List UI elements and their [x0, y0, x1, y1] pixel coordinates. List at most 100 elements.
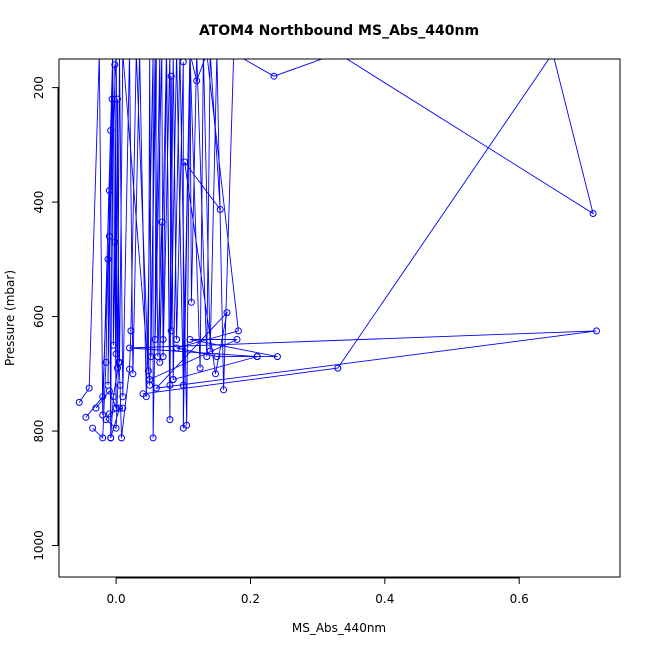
- data-point-1-27: [273, 353, 281, 361]
- data-point-2-37: [169, 376, 177, 383]
- data-point-3-2: [112, 404, 120, 412]
- data-point-3-10: [119, 404, 127, 412]
- data-point-2-13: [118, 434, 125, 442]
- data-point-2-3: [104, 255, 112, 263]
- data-point-2-14: [126, 365, 133, 373]
- data-point-2-8: [111, 238, 119, 246]
- y-axis: 200 400 600 800 1000: [32, 76, 59, 561]
- data-point-0-31: [206, 347, 214, 355]
- data-point-2-15: [127, 327, 135, 335]
- data-point-2-34: [173, 344, 181, 352]
- data-point-0-37: [589, 210, 597, 217]
- data-point-1-20: [181, 158, 189, 166]
- data-point-2-10: [114, 95, 121, 103]
- data-point-3-6: [115, 358, 123, 366]
- data-point-2-1: [99, 434, 107, 442]
- data-point-3-4: [107, 434, 115, 442]
- series-line-3: [95, 362, 123, 439]
- x-axis-label: MS_Abs_440nm: [292, 621, 386, 635]
- data-point-2-25: [166, 416, 174, 424]
- plot-frame: [58, 58, 621, 578]
- data-point-0-40: [139, 390, 147, 398]
- y-tick-label-4: 1000: [32, 530, 46, 561]
- data-point-0-15: [129, 370, 137, 378]
- data-point-2-33: [234, 327, 242, 335]
- data-point-1-24: [593, 327, 600, 335]
- data-point-2-31: [193, 77, 201, 85]
- data-point-1-13: [179, 381, 187, 389]
- series-line-1: [85, 59, 597, 418]
- data-point-0-26: [179, 59, 187, 66]
- data-point-2-26: [167, 72, 175, 80]
- data-point-3-8: [102, 416, 110, 424]
- chart-title: ATOM4 Northbound MS_Abs_440nm: [199, 23, 479, 39]
- data-point-2-4: [105, 232, 113, 240]
- data-point-0-13: [119, 393, 127, 401]
- data-point-0-19: [149, 434, 157, 442]
- y-tick-label-3: 800: [32, 420, 46, 443]
- data-point-2-21: [154, 353, 162, 361]
- plot-lines: [78, 59, 597, 439]
- data-point-2-35: [213, 353, 221, 361]
- data-point-0-39: [334, 364, 342, 372]
- data-point-2-5: [107, 127, 115, 134]
- data-point-0-35: [270, 72, 278, 80]
- x-axis: 0.0 0.2 0.4 0.6: [107, 577, 529, 606]
- data-point-3-1: [105, 387, 113, 395]
- data-point-2-29: [183, 421, 191, 429]
- data-point-2-19: [147, 353, 155, 361]
- data-point-0-0: [75, 398, 83, 406]
- data-point-1-21: [212, 370, 219, 378]
- data-point-1-9: [159, 353, 167, 361]
- x-tick-label-0: 0.0: [107, 592, 126, 606]
- data-point-1-25: [126, 344, 133, 352]
- data-point-1-15: [187, 298, 195, 306]
- data-point-3-9: [105, 410, 113, 418]
- data-point-1-28: [186, 336, 194, 343]
- x-tick-label-2: 0.4: [375, 592, 394, 606]
- x-tick-label-3: 0.6: [510, 592, 529, 606]
- data-point-2-7: [109, 341, 117, 349]
- y-tick-label-2: 600: [32, 305, 46, 328]
- data-point-1-23: [152, 384, 160, 392]
- data-point-0-10: [111, 61, 119, 69]
- data-point-3-7: [112, 424, 120, 432]
- data-point-2-36: [253, 353, 261, 361]
- data-point-0-6: [105, 187, 113, 195]
- data-point-2-17: [144, 367, 152, 375]
- data-point-1-22: [223, 309, 231, 317]
- data-point-0-3: [99, 411, 107, 419]
- data-point-2-0: [89, 424, 97, 432]
- plot-points: [75, 59, 600, 442]
- data-point-2-22: [158, 218, 166, 226]
- data-point-2-23: [159, 336, 167, 343]
- data-point-1-1: [99, 393, 107, 401]
- data-point-1-19: [216, 206, 224, 213]
- y-axis-label: Pressure (mbar): [3, 270, 17, 366]
- data-point-1-17: [203, 353, 211, 361]
- x-tick-label-1: 0.2: [241, 592, 260, 606]
- data-point-0-33: [220, 386, 228, 394]
- data-point-2-2: [102, 358, 110, 366]
- data-point-0-23: [166, 381, 174, 389]
- data-point-1-29: [233, 336, 241, 343]
- data-point-2-12: [116, 381, 124, 389]
- y-tick-label-1: 400: [32, 191, 46, 214]
- data-point-3-0: [92, 404, 100, 412]
- series-line-0: [78, 59, 594, 438]
- y-tick-label-0: 200: [32, 76, 46, 99]
- series-line-2: [92, 59, 258, 439]
- data-point-0-25: [173, 336, 181, 343]
- data-point-3-5: [109, 393, 117, 401]
- data-point-0-29: [196, 364, 204, 372]
- data-point-2-9: [112, 350, 120, 358]
- data-point-1-11: [167, 327, 175, 335]
- data-point-0-1: [85, 384, 93, 392]
- data-point-1-7: [151, 336, 159, 343]
- data-point-3-3: [116, 404, 123, 412]
- data-point-1-0: [82, 413, 90, 421]
- data-point-1-30: [146, 376, 154, 383]
- data-point-2-6: [108, 95, 116, 103]
